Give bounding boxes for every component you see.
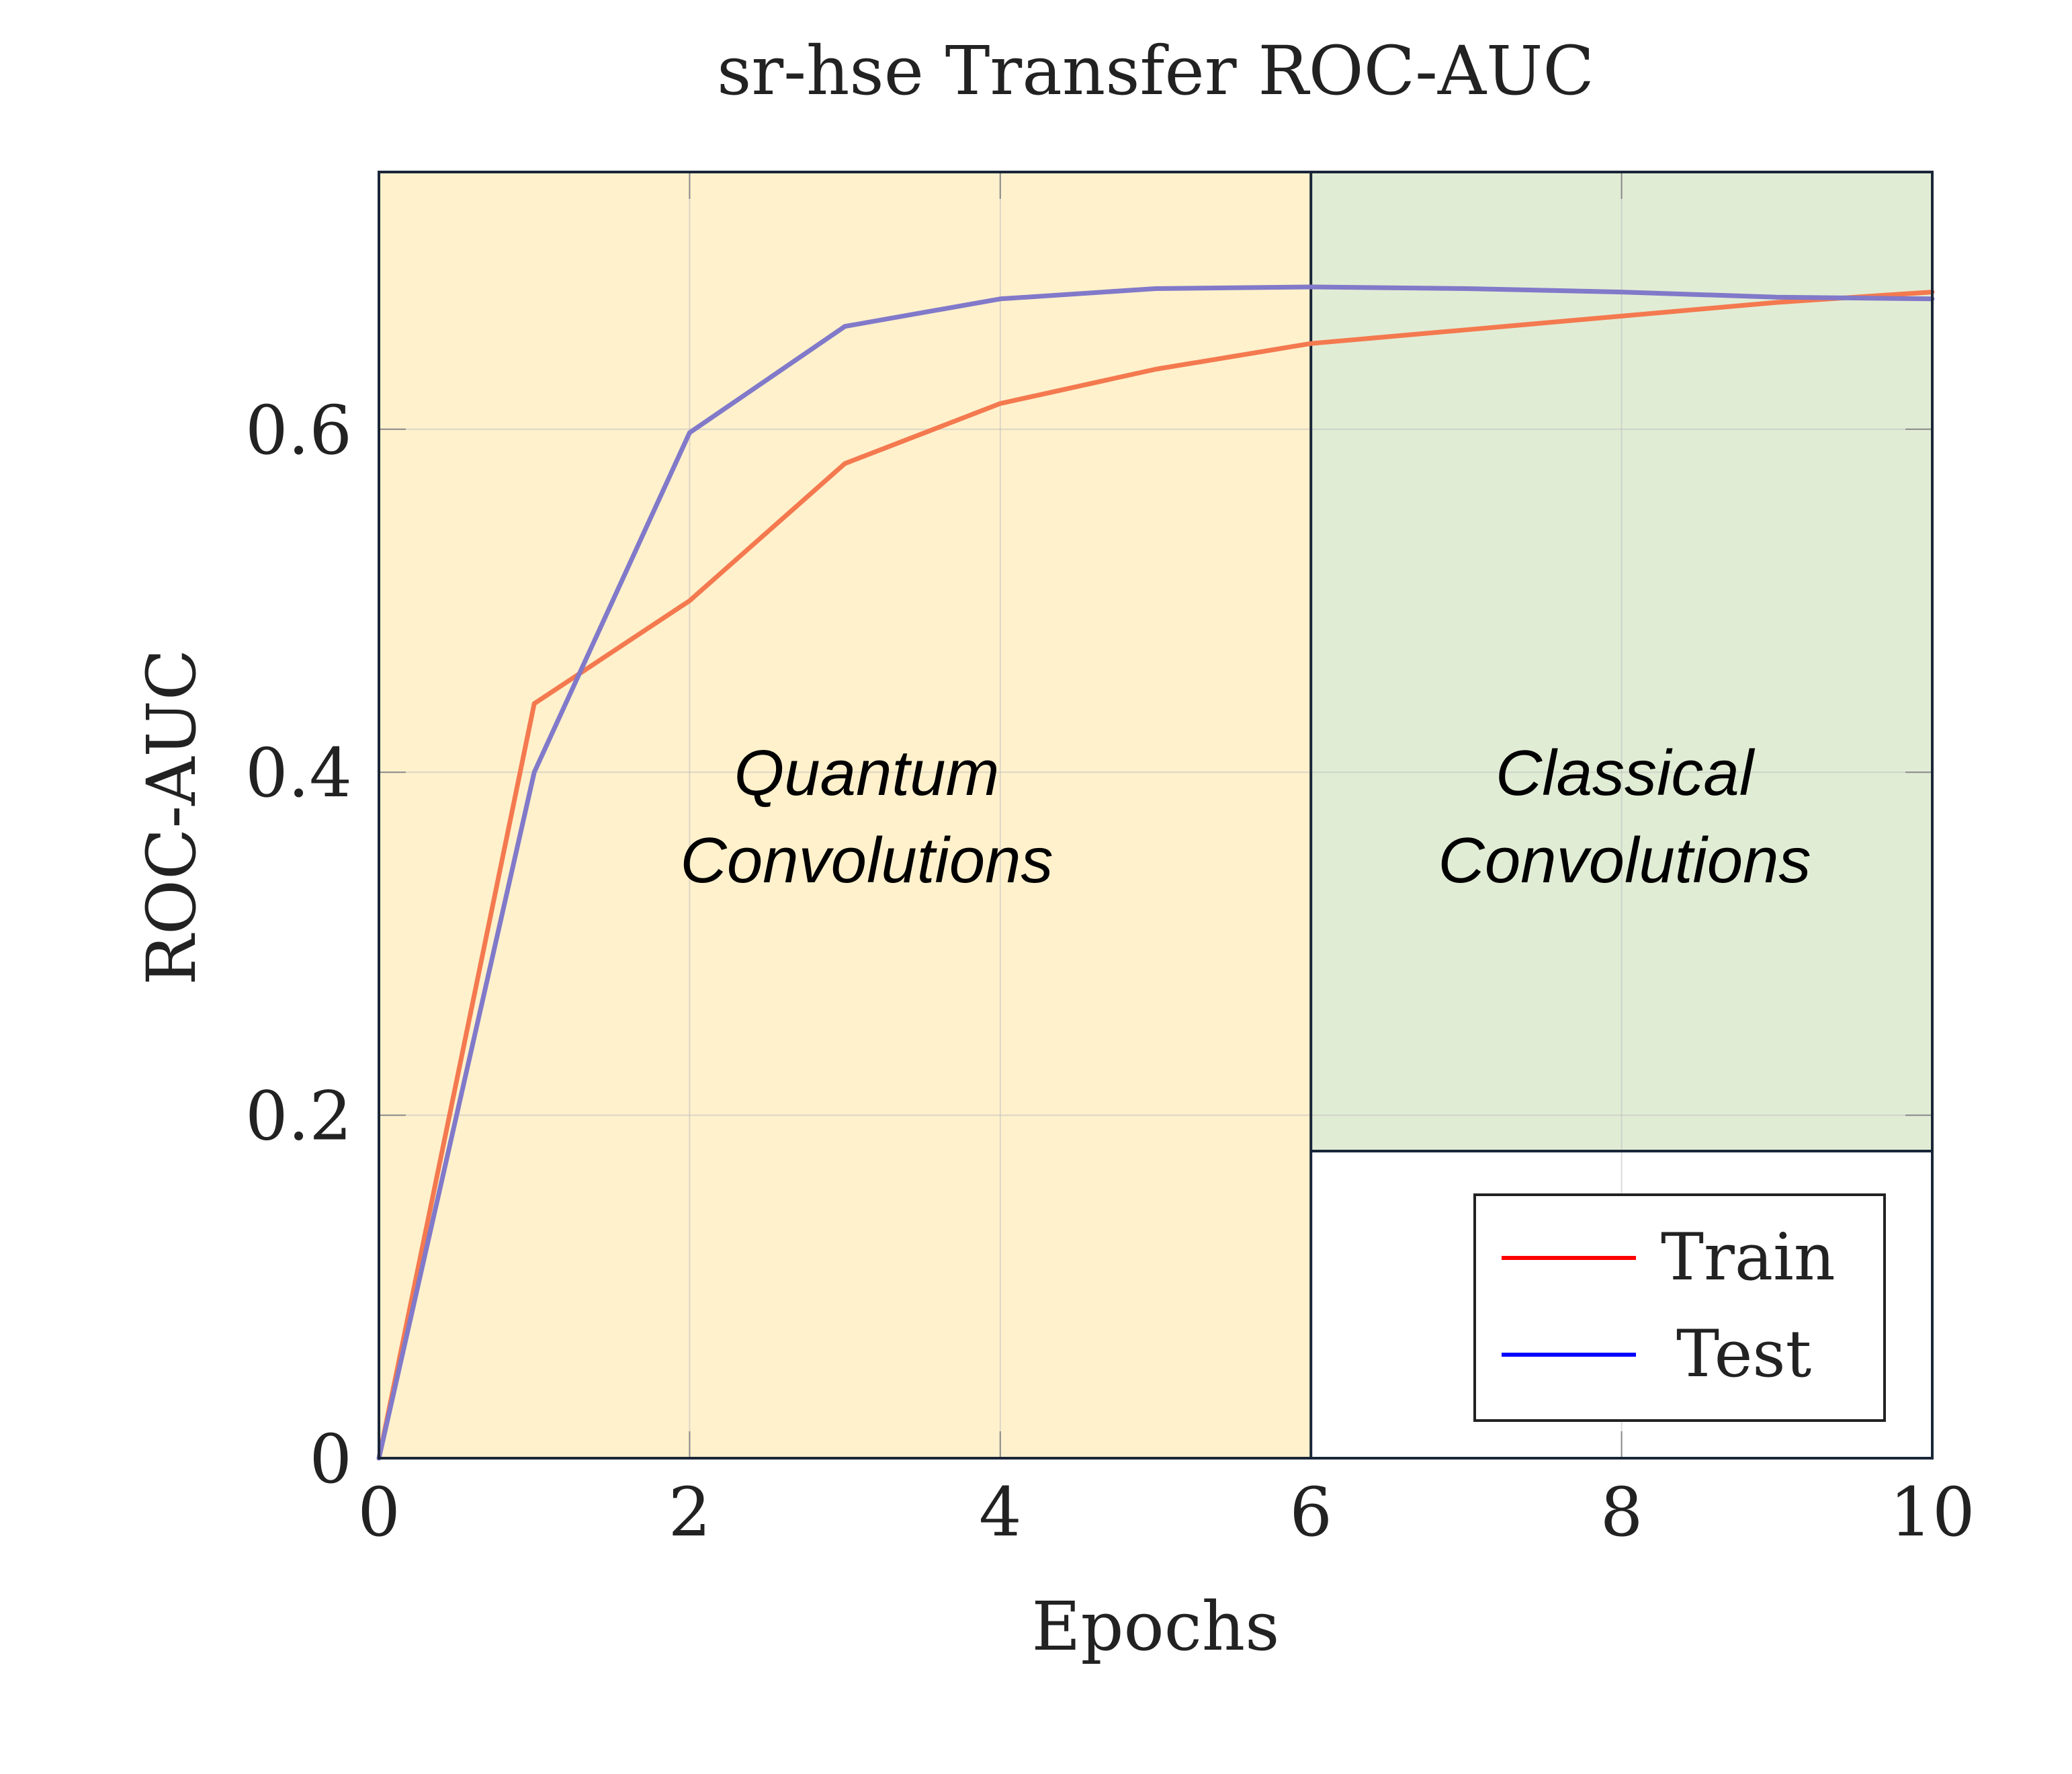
plot-frame xyxy=(378,171,1934,1460)
legend: Train Test xyxy=(1473,1193,1886,1422)
series-line-train xyxy=(376,290,1935,1461)
y-tick-labels: 0 0.2 0.4 0.6 xyxy=(245,391,352,1498)
series-line-test xyxy=(376,284,1935,1461)
legend-box xyxy=(1473,1193,1886,1422)
y-tick-label-1: 0.2 xyxy=(245,1077,352,1156)
x-tick-label-3: 6 xyxy=(1289,1473,1332,1552)
y-axis-label: ROC-AUC xyxy=(132,649,211,986)
x-tick-label-4: 8 xyxy=(1600,1473,1643,1552)
legend-label-train: Train xyxy=(1661,1220,1836,1295)
series-layer xyxy=(376,284,1935,1461)
chart-title: sr-hse Transfer ROC-AUC xyxy=(717,32,1594,110)
x-tick-label-1: 2 xyxy=(668,1473,711,1552)
quantum-region-background xyxy=(379,172,1311,1458)
classical-region-label-line-2: Convolutions xyxy=(1438,825,1811,896)
x-tick-label-2: 4 xyxy=(979,1473,1022,1552)
legend-label-test: Test xyxy=(1676,1316,1811,1392)
quantum-region-label-line-1: Quantum xyxy=(734,737,1000,809)
x-tick-label-5: 10 xyxy=(1889,1473,1975,1552)
classical-region-label-line-1: Classical xyxy=(1496,737,1756,809)
x-tick-labels: 0 2 4 6 8 10 xyxy=(357,1473,1975,1552)
x-axis-label: Epochs xyxy=(1032,1587,1280,1666)
x-tick-label-0: 0 xyxy=(357,1473,400,1552)
y-tick-label-0: 0 xyxy=(309,1420,352,1498)
quantum-region-label-line-2: Convolutions xyxy=(681,825,1053,896)
y-tick-label-3: 0.6 xyxy=(245,391,352,470)
y-tick-label-2: 0.4 xyxy=(245,734,352,812)
